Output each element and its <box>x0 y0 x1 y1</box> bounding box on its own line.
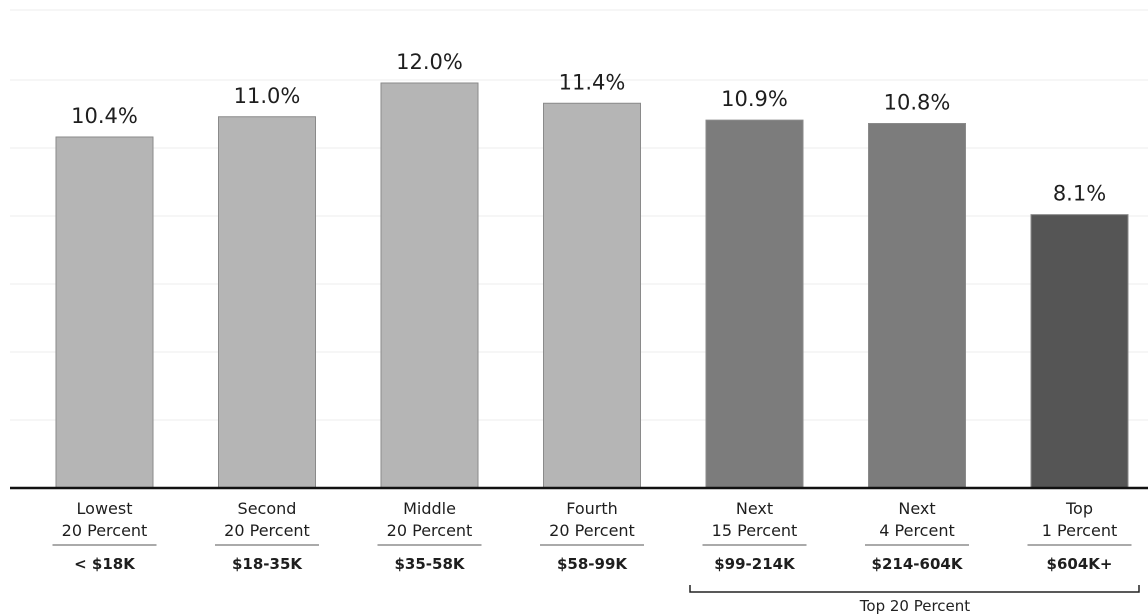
bracket-label: Top 20 Percent <box>859 597 970 615</box>
value-label-1: 11.0% <box>234 84 301 108</box>
income-range-label-2: $35-58K <box>394 555 465 573</box>
category-label-0-line1: Lowest <box>77 499 133 518</box>
bar-5 <box>868 123 966 489</box>
category-label-2-line1: Middle <box>403 499 456 518</box>
value-label-2: 12.0% <box>396 50 463 74</box>
category-label-1-line1: Second <box>238 499 297 518</box>
value-label-3: 11.4% <box>559 70 626 94</box>
income-range-label-3: $58-99K <box>557 555 628 573</box>
category-label-4-line1: Next <box>736 499 773 518</box>
income-range-label-6: $604K+ <box>1047 555 1113 573</box>
category-labels: 10.4% Lowest 20 Percent < $18K 11.0% Second 20… <box>52 50 1132 573</box>
bar-1 <box>218 116 316 489</box>
top-20-bracket: Top 20 Percent <box>689 585 1140 615</box>
income-range-label-5: $214-604K <box>872 555 964 573</box>
bar-6 <box>1030 214 1129 489</box>
category-label-0-line2: 20 Percent <box>62 521 148 540</box>
value-label-0: 10.4% <box>71 104 138 128</box>
bars <box>55 82 1129 489</box>
value-label-4: 10.9% <box>721 87 788 111</box>
category-label-6-line2: 1 Percent <box>1042 521 1117 540</box>
bar-4 <box>705 119 804 489</box>
bar-0 <box>55 136 154 489</box>
bar-2 <box>380 82 479 489</box>
income-range-label-4: $99-214K <box>714 555 796 573</box>
category-label-3-line1: Fourth <box>566 499 618 518</box>
income-range-label-0: < $18K <box>74 555 136 573</box>
income-range-label-1: $18-35K <box>232 555 303 573</box>
category-label-5-line1: Next <box>898 499 935 518</box>
value-label-5: 10.8% <box>884 91 951 115</box>
category-label-5-line2: 4 Percent <box>879 521 954 540</box>
category-label-6-line1: Top <box>1065 499 1093 518</box>
bracket-line <box>689 585 1140 593</box>
category-label-4-line2: 15 Percent <box>712 521 798 540</box>
bar-3 <box>543 102 641 489</box>
category-label-3-line2: 20 Percent <box>549 521 635 540</box>
category-label-2-line2: 20 Percent <box>387 521 473 540</box>
category-label-1-line2: 20 Percent <box>224 521 310 540</box>
value-label-6: 8.1% <box>1053 182 1106 206</box>
